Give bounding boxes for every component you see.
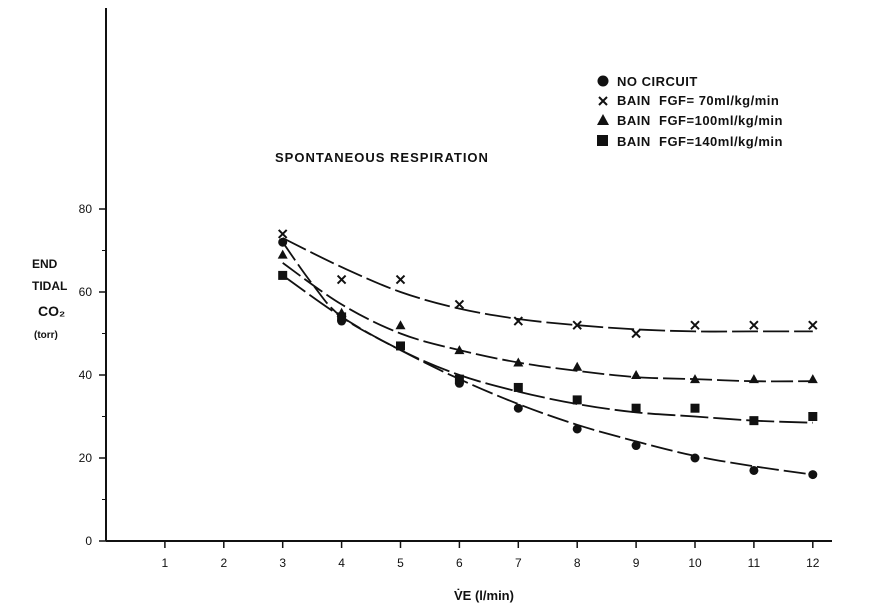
y-label-line-1: END bbox=[32, 257, 58, 271]
data-point-triangle bbox=[631, 370, 641, 379]
x-tick-label: 5 bbox=[397, 556, 404, 570]
x-axis-label: V̇E (l/min) bbox=[454, 588, 514, 603]
data-point-cross bbox=[279, 230, 287, 238]
series-line-circle bbox=[283, 242, 813, 474]
data-point-triangle bbox=[396, 320, 406, 329]
data-point-square bbox=[573, 395, 582, 404]
data-point-circle bbox=[632, 441, 641, 450]
series-curves bbox=[283, 238, 813, 475]
legend-label: NO CIRCUIT bbox=[617, 74, 698, 89]
legend-label: BAIN FGF= 70ml/kg/min bbox=[617, 93, 779, 108]
data-point-square bbox=[337, 312, 346, 321]
data-point-circle bbox=[278, 238, 287, 247]
data-point-square bbox=[455, 375, 464, 384]
legend-label: BAIN FGF=140ml/kg/min bbox=[617, 134, 783, 149]
data-point-circle bbox=[808, 470, 817, 479]
series-markers bbox=[278, 230, 818, 479]
x-tick-label: 4 bbox=[338, 556, 345, 570]
x-tick-label: 6 bbox=[456, 556, 463, 570]
square-marker-icon bbox=[597, 135, 608, 146]
data-point-square bbox=[514, 383, 523, 392]
data-point-square bbox=[691, 404, 700, 413]
legend-item-no-circuit: NO CIRCUIT bbox=[598, 74, 698, 89]
x-tick-label: 10 bbox=[688, 556, 702, 570]
data-point-cross bbox=[809, 321, 817, 329]
y-label-line-3: CO₂ bbox=[38, 303, 65, 319]
data-point-square bbox=[278, 271, 287, 280]
y-tick-label: 60 bbox=[79, 285, 93, 299]
y-axis-label: END TIDAL CO₂ (torr) bbox=[32, 257, 67, 341]
x-tick-label: 7 bbox=[515, 556, 522, 570]
x-tick-label: 2 bbox=[220, 556, 227, 570]
data-point-triangle bbox=[808, 374, 818, 383]
y-tick-label: 40 bbox=[79, 368, 93, 382]
x-tick-label: 1 bbox=[162, 556, 169, 570]
x-tick-label: 11 bbox=[748, 556, 761, 570]
data-point-cross bbox=[691, 321, 699, 329]
legend-label: BAIN FGF=100ml/kg/min bbox=[617, 113, 783, 128]
triangle-marker-icon bbox=[597, 114, 609, 125]
data-point-square bbox=[632, 404, 641, 413]
x-tick-label: 9 bbox=[633, 556, 640, 570]
y-tick-label: 80 bbox=[79, 202, 93, 216]
x-tick-label: 8 bbox=[574, 556, 581, 570]
legend-item-bain-100: BAIN FGF=100ml/kg/min bbox=[597, 113, 783, 128]
legend-item-bain-140: BAIN FGF=140ml/kg/min bbox=[597, 134, 783, 149]
data-point-square bbox=[749, 416, 758, 425]
y-tick-label: 0 bbox=[85, 534, 92, 548]
data-point-square bbox=[808, 412, 817, 421]
circle-marker-icon bbox=[598, 76, 609, 87]
data-point-circle bbox=[749, 466, 758, 475]
data-point-cross bbox=[455, 300, 463, 308]
data-point-triangle bbox=[572, 362, 582, 371]
legend: NO CIRCUIT BAIN FGF= 70ml/kg/min BAIN FG… bbox=[597, 74, 783, 149]
data-point-cross bbox=[338, 276, 346, 284]
axes bbox=[99, 8, 832, 548]
data-point-cross bbox=[632, 330, 640, 338]
series-line-square bbox=[283, 275, 813, 422]
data-point-circle bbox=[691, 454, 700, 463]
series-line-cross bbox=[283, 238, 813, 332]
data-point-cross bbox=[750, 321, 758, 329]
data-point-circle bbox=[514, 404, 523, 413]
x-tick-label: 3 bbox=[279, 556, 286, 570]
data-point-square bbox=[396, 341, 405, 350]
y-label-line-4: (torr) bbox=[34, 330, 58, 341]
data-point-triangle bbox=[278, 250, 288, 259]
annotation-text: SPONTANEOUS RESPIRATION bbox=[275, 150, 489, 165]
data-point-circle bbox=[573, 424, 582, 433]
x-tick-label: 12 bbox=[806, 556, 820, 570]
y-tick-label: 20 bbox=[79, 451, 93, 465]
y-label-line-2: TIDAL bbox=[32, 279, 67, 293]
data-point-cross bbox=[397, 276, 405, 284]
legend-item-bain-70: BAIN FGF= 70ml/kg/min bbox=[599, 93, 779, 108]
data-point-triangle bbox=[749, 374, 759, 383]
cross-marker-icon bbox=[599, 97, 607, 105]
